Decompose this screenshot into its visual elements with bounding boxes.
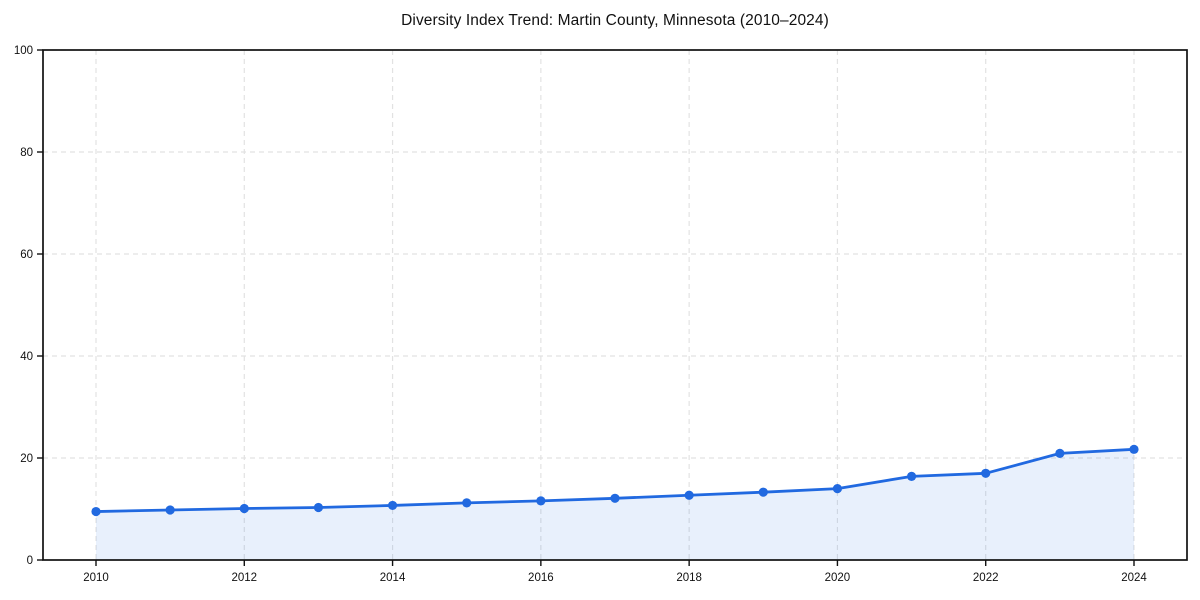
y-axis-tick-label: 0	[27, 555, 33, 567]
x-axis-tick-label: 2010	[83, 572, 109, 584]
data-point-2018	[684, 490, 694, 500]
y-axis-tick-label: 100	[14, 45, 33, 57]
data-point-2022	[981, 468, 991, 478]
y-axis-tick-label: 20	[20, 453, 33, 465]
x-axis-tick-label: 2020	[825, 572, 851, 584]
data-point-2020	[832, 484, 843, 494]
data-point-2012	[239, 503, 249, 514]
x-axis-tick-label: 2024	[1121, 572, 1147, 584]
plot-border	[42, 49, 1188, 561]
y-axis-tick-label: 60	[20, 249, 33, 261]
data-point-2023	[1055, 448, 1065, 459]
x-axis-tick-label: 2022	[973, 572, 999, 584]
y-axis-tick-label: 80	[20, 147, 33, 159]
x-axis-tick-label: 2014	[380, 572, 406, 584]
x-axis-tick-label: 2012	[231, 572, 257, 584]
data-point-2019	[758, 487, 768, 497]
plot-background	[43, 50, 1187, 560]
data-point-2021	[906, 471, 917, 481]
data-point-2010	[91, 506, 101, 517]
data-point-2014	[387, 500, 398, 511]
x-axis-tick-label: 2016	[528, 572, 554, 584]
data-point-2015	[462, 498, 472, 508]
data-point-2011	[165, 505, 175, 515]
data-point-2016	[536, 496, 546, 506]
x-axis-tick-label: 2018	[676, 572, 702, 584]
area-fill	[96, 449, 1134, 560]
data-point-2024	[1129, 444, 1139, 454]
chart-title: Diversity Index Trend: Martin County, Mi…	[401, 12, 829, 29]
data-point-2013	[313, 502, 324, 513]
y-axis-tick-label: 40	[20, 351, 33, 363]
data-point-2017	[610, 493, 620, 503]
